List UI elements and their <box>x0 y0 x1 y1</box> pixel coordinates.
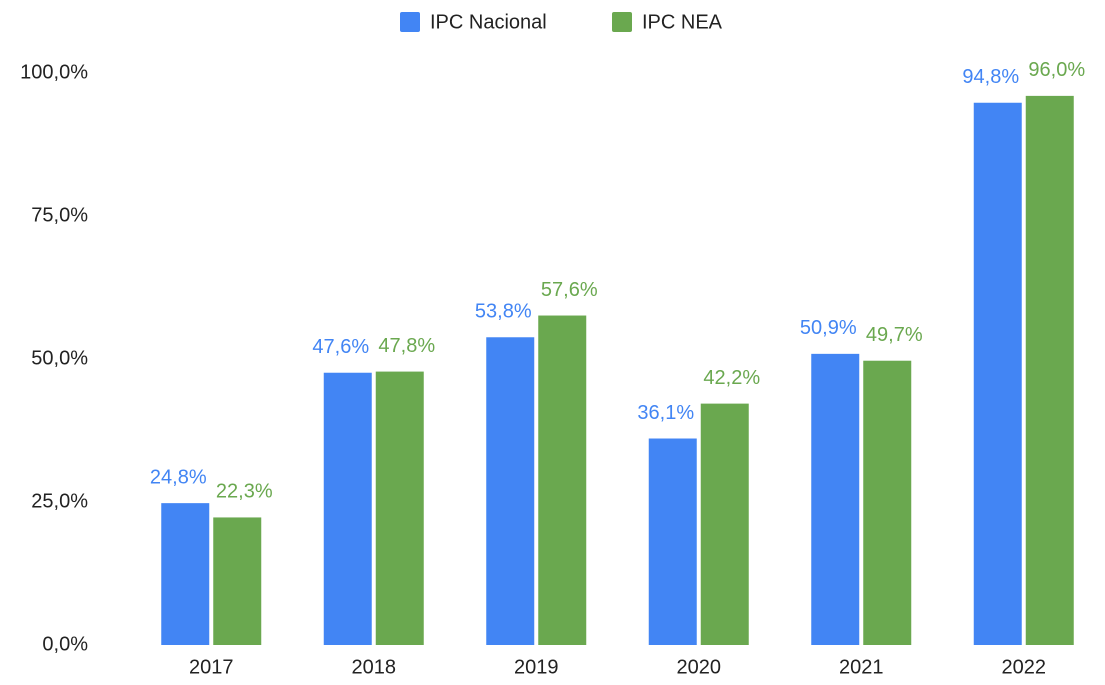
value-label: 94,8% <box>962 66 1019 88</box>
y-tick-label: 100,0% <box>20 61 88 83</box>
bar <box>538 315 587 645</box>
legend-label: IPC Nacional <box>430 11 547 33</box>
bar <box>648 438 697 645</box>
y-tick-label: 50,0% <box>31 347 88 369</box>
y-tick-label: 0,0% <box>42 633 88 655</box>
value-label: 57,6% <box>541 279 598 301</box>
bar <box>700 403 749 645</box>
bar <box>1025 95 1074 645</box>
x-tick-label: 2018 <box>352 656 397 678</box>
bar <box>161 503 210 645</box>
bar <box>973 102 1022 645</box>
value-label: 36,1% <box>637 402 694 424</box>
legend-label: IPC NEA <box>642 11 723 33</box>
value-label: 22,3% <box>216 481 273 503</box>
x-tick-label: 2021 <box>839 656 884 678</box>
bar <box>213 517 262 645</box>
value-label: 47,8% <box>378 335 435 357</box>
bar <box>375 371 424 645</box>
legend-swatch <box>612 12 632 32</box>
bar <box>323 372 372 645</box>
x-tick-label: 2020 <box>677 656 722 678</box>
value-label: 24,8% <box>150 466 207 488</box>
x-tick-label: 2019 <box>514 656 559 678</box>
x-tick-label: 2017 <box>189 656 234 678</box>
y-tick-label: 25,0% <box>31 490 88 512</box>
y-tick-label: 75,0% <box>31 204 88 226</box>
bar <box>811 353 860 645</box>
value-label: 53,8% <box>475 301 532 323</box>
bar <box>486 337 535 645</box>
value-label: 50,9% <box>800 317 857 339</box>
x-tick-label: 2022 <box>1002 656 1047 678</box>
value-label: 47,6% <box>312 336 369 358</box>
bar <box>863 360 912 645</box>
value-label: 42,2% <box>703 367 760 389</box>
value-label: 96,0% <box>1028 59 1085 81</box>
value-label: 49,7% <box>866 324 923 346</box>
legend-swatch <box>400 12 420 32</box>
